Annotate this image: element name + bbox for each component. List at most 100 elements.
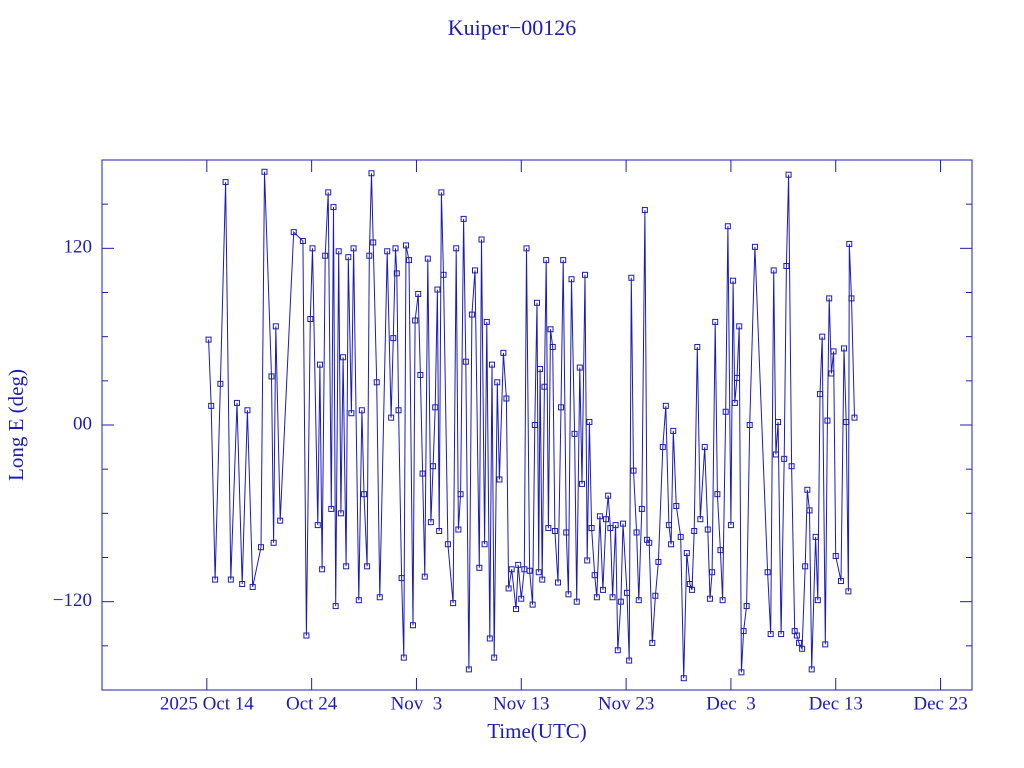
data-point [496,476,503,483]
data-point [208,402,215,409]
data-point [697,516,704,523]
data-point [843,419,850,426]
data-point [793,632,800,639]
data-point [257,544,264,551]
data-point [272,323,279,330]
data-point [635,597,642,604]
data-point [412,317,419,324]
data-point [845,588,852,595]
data-point [588,525,595,532]
data-point [419,470,426,477]
data-point [402,242,409,249]
data-point [731,399,738,406]
data-point [545,525,552,532]
data-point [409,622,416,629]
data-point [534,299,540,306]
data-point [398,575,405,582]
data-line [208,171,855,679]
data-point [335,248,342,255]
data-point [662,402,669,409]
data-point [455,526,462,533]
data-point [764,569,771,576]
data-point [244,407,251,414]
data-point [665,522,672,529]
data-point [614,647,621,654]
data-point [457,491,464,498]
data-point [249,583,256,590]
data-point [571,430,578,437]
data-point [727,522,734,529]
data-point [227,576,234,583]
data-point [641,207,648,214]
data-point [686,581,693,587]
data-point [468,311,475,318]
data-point [558,404,565,411]
data-point [638,505,645,512]
data-point [605,492,612,499]
data-point [717,547,724,554]
data-point [307,316,314,322]
data-point [491,654,498,661]
data-point [781,455,788,462]
data-point [290,229,297,236]
data-point [205,336,212,343]
data-point [593,594,600,601]
data-point [563,529,570,536]
data-point [599,586,606,593]
data-point [303,632,310,639]
data-point [299,237,306,244]
data-point [712,318,719,325]
data-point [361,491,368,498]
data-point [424,255,431,262]
data-point [612,522,619,529]
data-point [730,277,737,284]
data-point [814,597,821,604]
x-tick-label: Dec 3 [706,693,756,714]
data-point [691,528,698,534]
data-point [535,569,542,576]
data-point [348,410,355,417]
data-point [444,541,451,548]
data-point [785,171,792,178]
data-point [332,603,339,610]
data-point [481,541,488,548]
data-point [537,366,544,373]
x-tick-label: Dec 13 [809,693,863,714]
data-point [340,354,347,361]
data-point [582,271,589,278]
data-point [551,528,558,534]
data-point [345,254,352,261]
data-point [384,248,391,255]
data-point [655,558,662,565]
data-point [388,414,395,421]
data-point [421,573,428,580]
data-point [819,333,826,340]
data-point [415,290,422,297]
data-point [822,641,829,648]
data-point [337,510,344,517]
data-point [701,444,708,451]
data-point [683,550,690,557]
data-point [848,295,855,302]
data-point [652,592,659,599]
data-point [515,561,522,568]
data-point [694,343,701,350]
data-point [578,480,585,487]
data-point [325,189,332,196]
data-point [830,348,837,355]
data-point [788,463,795,470]
data-point [796,639,803,646]
data-point [462,358,469,365]
data-point [560,257,567,264]
data-point [576,364,583,371]
data-point [541,383,548,390]
data-point [406,257,413,264]
data-point [722,408,729,415]
data-point [494,379,501,386]
data-point [505,585,512,592]
data-point [316,361,323,368]
data-point [746,422,753,428]
x-tick-label: Nov 3 [391,693,443,714]
data-point [328,505,335,512]
